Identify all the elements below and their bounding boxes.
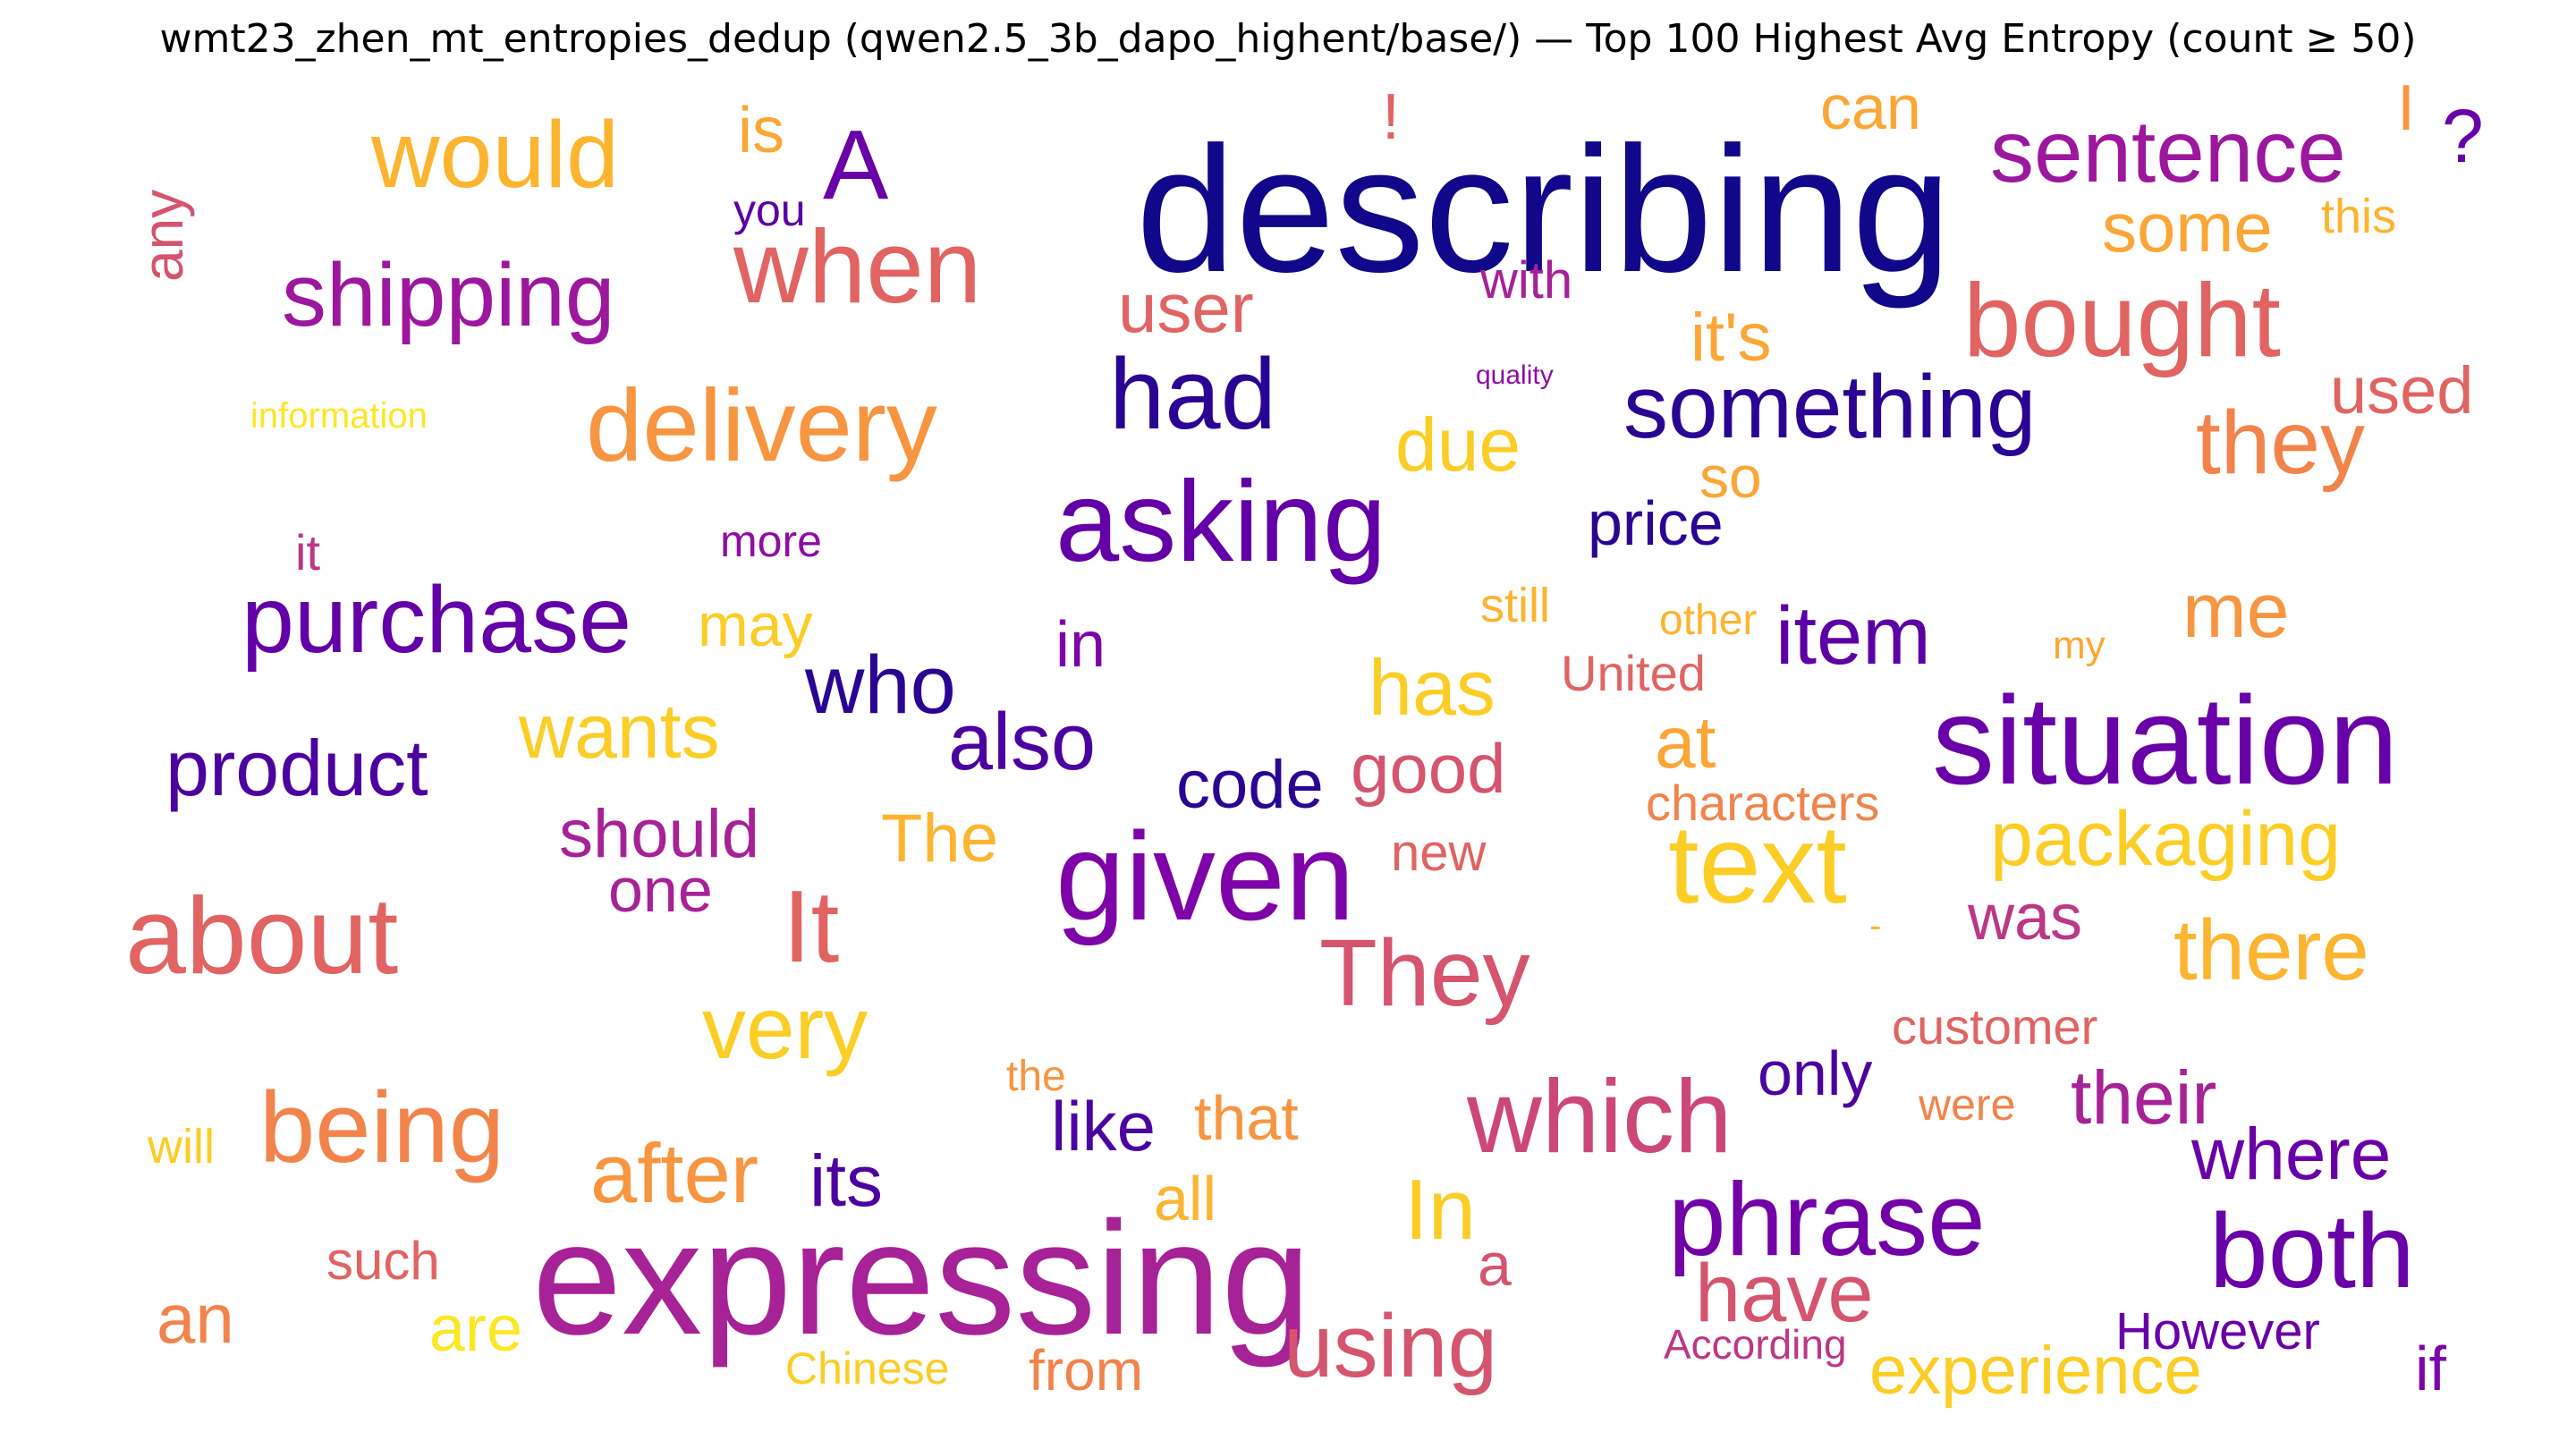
word-its: its [809, 1140, 883, 1222]
word-should: should [559, 796, 759, 872]
word-more: more [720, 516, 822, 566]
word-quality: quality [1476, 360, 1554, 390]
word-due: due [1395, 402, 1521, 487]
word-this: this [2321, 190, 2397, 243]
word-the: the [1006, 1053, 1066, 1100]
word-bought: bought [1963, 262, 2281, 378]
word-can: can [1820, 72, 1921, 142]
word-with: with [1480, 251, 1573, 309]
word-However: However [2115, 1302, 2320, 1360]
word-like: like [1051, 1087, 1157, 1165]
word-shipping: shipping [282, 245, 615, 345]
word-will: will [148, 1120, 215, 1174]
word-only: only [1758, 1038, 1873, 1108]
word-both: both [2209, 1192, 2415, 1310]
word-at: at [1655, 702, 1716, 784]
word-code: code [1176, 747, 1324, 823]
word-According: According [1664, 1321, 1847, 1368]
word-customer: customer [1892, 998, 2098, 1055]
word-has: has [1368, 643, 1496, 732]
word-in: in [1055, 609, 1106, 681]
word-purchase: purchase [242, 567, 632, 673]
word-their: their [2071, 1055, 2217, 1140]
word-when: when [733, 208, 982, 325]
word-I: I [2397, 72, 2416, 144]
word-who: who [805, 640, 956, 731]
word-were: were [1919, 1080, 2016, 1130]
word-so: so [1699, 444, 1762, 510]
word-United: United [1561, 645, 1706, 701]
word-Chinese: Chinese [785, 1343, 950, 1394]
word-which: which [1467, 1058, 1733, 1174]
word-wants: wants [519, 689, 720, 775]
word-information: information [250, 396, 428, 436]
word-using: using [1284, 1296, 1498, 1396]
word-phrase: phrase [1668, 1161, 1986, 1277]
word-price: price [1588, 488, 1724, 558]
word-asking: asking [1055, 458, 1386, 586]
word-user: user [1118, 268, 1254, 347]
word-sentence: sentence [1990, 102, 2346, 200]
word-being: being [259, 1072, 505, 1183]
word-expressing: expressing [532, 1189, 1311, 1368]
word-experience: experience [1869, 1333, 2202, 1409]
word-such: such [326, 1231, 440, 1291]
word-very: very [702, 979, 869, 1077]
word-symbol76: ! [1382, 81, 1401, 153]
word-text: text [1668, 803, 1847, 927]
word-In: In [1404, 1162, 1477, 1258]
word-they: they [2196, 393, 2366, 493]
word-still: still [1480, 579, 1550, 632]
word-The: The [881, 801, 998, 877]
word-is: is [738, 95, 784, 166]
word-symbol69: ? [2442, 94, 2484, 178]
word-about: about [125, 875, 399, 996]
word-A: A [823, 110, 889, 220]
word-new: new [1391, 824, 1487, 882]
word-all: all [1154, 1164, 1217, 1233]
word-if: if [2415, 1334, 2446, 1403]
word-good: good [1351, 729, 1506, 808]
word-They: They [1319, 920, 1530, 1026]
word-packaging: packaging [1990, 796, 2342, 882]
word-after: after [590, 1126, 759, 1220]
word-It: It [783, 870, 840, 984]
word-some: some [2102, 188, 2273, 267]
word-other: other [1659, 597, 1758, 644]
word-a: a [1478, 1231, 1512, 1299]
word-from: from [1029, 1338, 1143, 1402]
word-an: an [157, 1279, 234, 1358]
word-situation: situation [1932, 670, 2399, 810]
word-delivery: delivery [586, 369, 937, 483]
word-symbol94: - [1869, 906, 1882, 945]
word-have: have [1695, 1248, 1874, 1339]
word-had: had [1109, 338, 1276, 450]
word-where: where [2191, 1114, 2392, 1195]
word-that: that [1194, 1083, 1299, 1153]
chart-title: wmt23_zhen_mt_entropies_dedup (qwen2.5_3… [159, 16, 2417, 62]
word-something: something [1623, 357, 2037, 457]
word-also: also [948, 698, 1097, 787]
word-describing: describing [1136, 110, 1952, 309]
word-there: there [2174, 902, 2369, 998]
word-given: given [1055, 806, 1355, 946]
word-are: are [429, 1293, 523, 1365]
word-used: used [2330, 353, 2474, 428]
word-you: you [733, 185, 806, 235]
word-product: product [165, 724, 428, 812]
word-characters: characters [1646, 775, 1880, 831]
word-one: one [608, 855, 713, 925]
word-was: was [1968, 882, 2083, 953]
word-its: it's [1690, 300, 1772, 376]
word-it: it [295, 524, 320, 580]
word-would: would [371, 102, 619, 208]
word-any: any [131, 189, 195, 282]
word-my: my [2053, 623, 2106, 667]
word-item: item [1775, 590, 1931, 682]
word-me: me [2182, 568, 2290, 654]
word-may: may [698, 591, 813, 659]
